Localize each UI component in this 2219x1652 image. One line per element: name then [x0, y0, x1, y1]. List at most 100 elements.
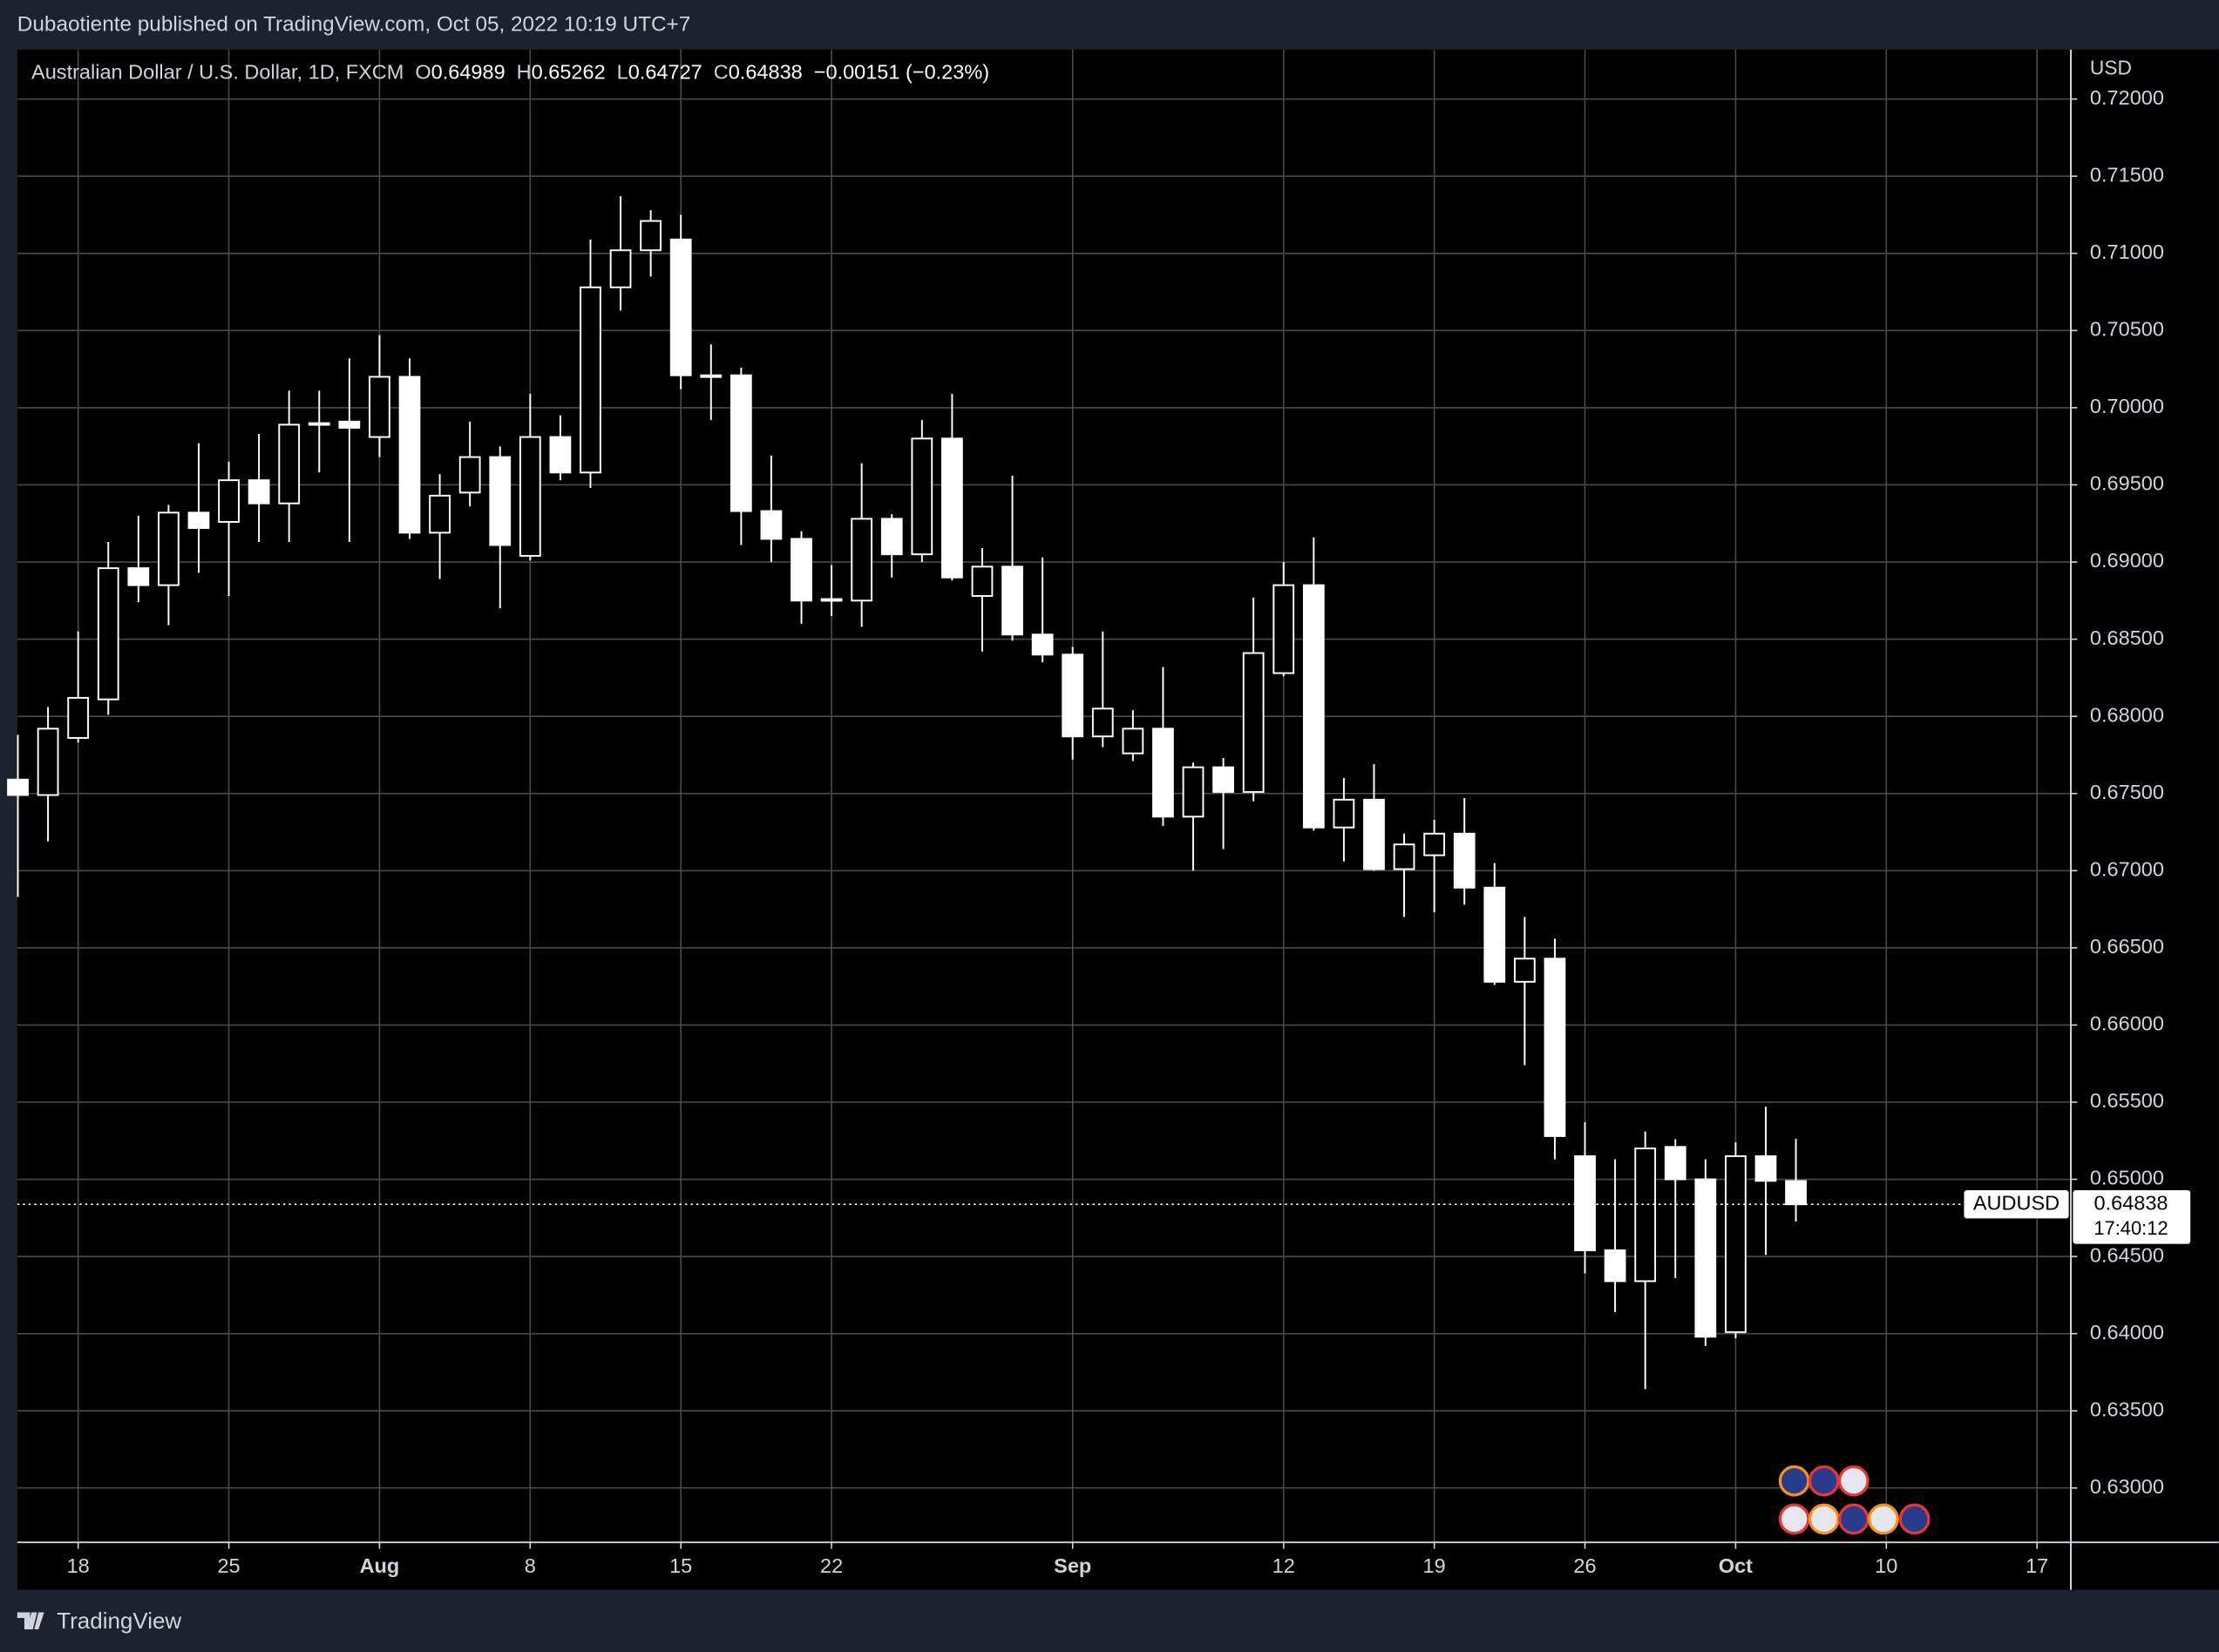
candle-body — [67, 696, 90, 739]
y-tick-label: 0.64500 — [2090, 1243, 2164, 1266]
y-tick-label: 0.68000 — [2090, 703, 2164, 726]
candle-body — [1785, 1180, 1807, 1206]
candle-body — [669, 238, 692, 376]
ohlc-value: 0.65262 — [532, 61, 606, 84]
legend-line: Australian Dollar / U.S. Dollar, 1D, FXC… — [31, 61, 989, 84]
candle-body — [729, 374, 752, 512]
x-tick-label: 22 — [820, 1554, 843, 1577]
event-flag — [1837, 1503, 1870, 1535]
candle-body — [1212, 766, 1234, 793]
candle-body — [700, 374, 723, 378]
candle-body — [941, 437, 963, 579]
x-tick-label: 17 — [2026, 1554, 2048, 1577]
event-flag — [1778, 1465, 1810, 1497]
symbol-label: AUDUSD — [1973, 1191, 2060, 1214]
brand-logo — [17, 1612, 44, 1630]
y-tick-label: 0.71500 — [2090, 163, 2164, 186]
y-tick-label: 0.67500 — [2090, 781, 2164, 803]
candle-body — [1062, 653, 1084, 738]
candle-body — [1574, 1154, 1596, 1251]
candle-body — [248, 479, 270, 504]
candle-body — [1272, 584, 1295, 674]
x-tick-label: Sep — [1054, 1554, 1091, 1577]
countdown: 17:40:12 — [2093, 1217, 2168, 1239]
price-label: 0.64838 — [2094, 1191, 2168, 1214]
event-flag — [1837, 1465, 1870, 1497]
currency: USD — [2090, 57, 2132, 79]
ohlc-label: L — [617, 61, 628, 84]
candles — [7, 196, 1807, 1390]
candle-body — [1513, 958, 1536, 983]
candle-body — [489, 456, 512, 546]
y-tick-label: 0.63500 — [2090, 1398, 2164, 1420]
ohlc-value: 0.64989 — [431, 61, 506, 84]
y-tick-label: 0.63000 — [2090, 1475, 2164, 1498]
candle-body — [1634, 1148, 1657, 1283]
candle-body — [519, 436, 541, 557]
candle-body — [1453, 832, 1476, 889]
event-flag — [1808, 1503, 1840, 1535]
ohlc-label: H — [517, 61, 532, 84]
candle-body — [760, 510, 783, 540]
change: −0.00151 (−0.23%) — [814, 61, 989, 84]
event-flag — [1898, 1503, 1931, 1535]
candle-body — [97, 567, 119, 701]
candle-body — [1544, 958, 1566, 1137]
candle-body — [158, 511, 180, 586]
candle-body — [1091, 708, 1114, 738]
x-tick-label: 26 — [1573, 1554, 1596, 1577]
candle-body — [369, 376, 390, 438]
x-tick-label: 15 — [669, 1554, 692, 1577]
y-tick-label: 0.72000 — [2090, 86, 2164, 109]
y-tick-label: 0.69000 — [2090, 549, 2164, 572]
y-tick-label: 0.65500 — [2090, 1089, 2164, 1112]
candle-body — [338, 420, 361, 429]
event-flag — [1808, 1465, 1840, 1497]
candle-body — [218, 479, 240, 523]
candle-body — [458, 456, 481, 494]
y-tick-label: 0.64000 — [2090, 1321, 2164, 1344]
candle-body — [820, 598, 843, 602]
event-flag — [1778, 1503, 1810, 1535]
candle-body — [1001, 565, 1023, 636]
candle-body — [1604, 1249, 1626, 1283]
candle-body — [1423, 832, 1446, 856]
candle-body — [1333, 798, 1355, 829]
candle-body — [640, 220, 662, 252]
y-tick-label: 0.68500 — [2090, 626, 2164, 649]
candle-body — [37, 728, 59, 796]
plot-background — [17, 49, 2219, 1590]
candle-body — [1754, 1154, 1777, 1182]
x-tick-label: Oct — [1719, 1554, 1753, 1577]
x-tick-label: 8 — [525, 1554, 536, 1577]
candle-body — [429, 494, 451, 534]
candle-body — [308, 422, 330, 426]
symbol-title: Australian Dollar / U.S. Dollar, 1D, FXC… — [31, 61, 404, 84]
y-tick-label: 0.70500 — [2090, 318, 2164, 341]
candle-body — [1242, 652, 1265, 793]
y-tick-label: 0.70000 — [2090, 395, 2164, 417]
candle-body — [7, 778, 29, 796]
candle-body — [1393, 843, 1415, 870]
x-tick-label: 18 — [67, 1554, 90, 1577]
x-tick-label: 25 — [217, 1554, 240, 1577]
candle-body — [1152, 728, 1174, 818]
x-tick-label: 10 — [1875, 1554, 1897, 1577]
candle-body — [127, 567, 150, 586]
ohlc-label: C — [714, 61, 729, 84]
y-tick-label: 0.66000 — [2090, 1012, 2164, 1035]
candle-body — [1363, 798, 1385, 870]
candle-body — [580, 286, 601, 474]
candle-body — [851, 518, 873, 602]
candle-body — [609, 249, 632, 288]
y-tick-label: 0.69500 — [2090, 472, 2164, 495]
grid — [17, 49, 2071, 1542]
y-tick-label: 0.67000 — [2090, 857, 2164, 880]
y-tick-label: 0.71000 — [2090, 240, 2164, 263]
ohlc-label: O — [415, 61, 431, 84]
symbol-tag — [1964, 1189, 2069, 1219]
candle-body — [880, 518, 903, 556]
published-note: Dubaotiente published on TradingView.com… — [17, 13, 690, 37]
